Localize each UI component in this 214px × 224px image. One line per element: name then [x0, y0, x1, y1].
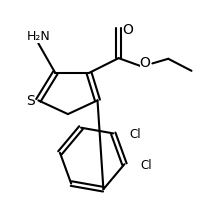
Text: Cl: Cl [129, 128, 141, 141]
Text: O: O [140, 56, 150, 70]
Text: O: O [122, 23, 133, 37]
Text: H₂N: H₂N [27, 30, 50, 43]
Text: S: S [27, 94, 35, 108]
Text: Cl: Cl [140, 159, 152, 172]
